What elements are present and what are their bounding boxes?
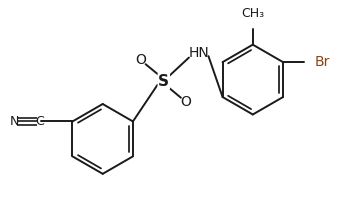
Text: S: S (158, 74, 169, 89)
Text: HN: HN (188, 46, 209, 60)
Text: Br: Br (314, 55, 330, 69)
Text: N: N (9, 115, 19, 128)
Text: CH₃: CH₃ (241, 6, 264, 20)
Text: O: O (136, 53, 146, 67)
Text: O: O (180, 95, 191, 109)
Text: C: C (35, 115, 44, 128)
